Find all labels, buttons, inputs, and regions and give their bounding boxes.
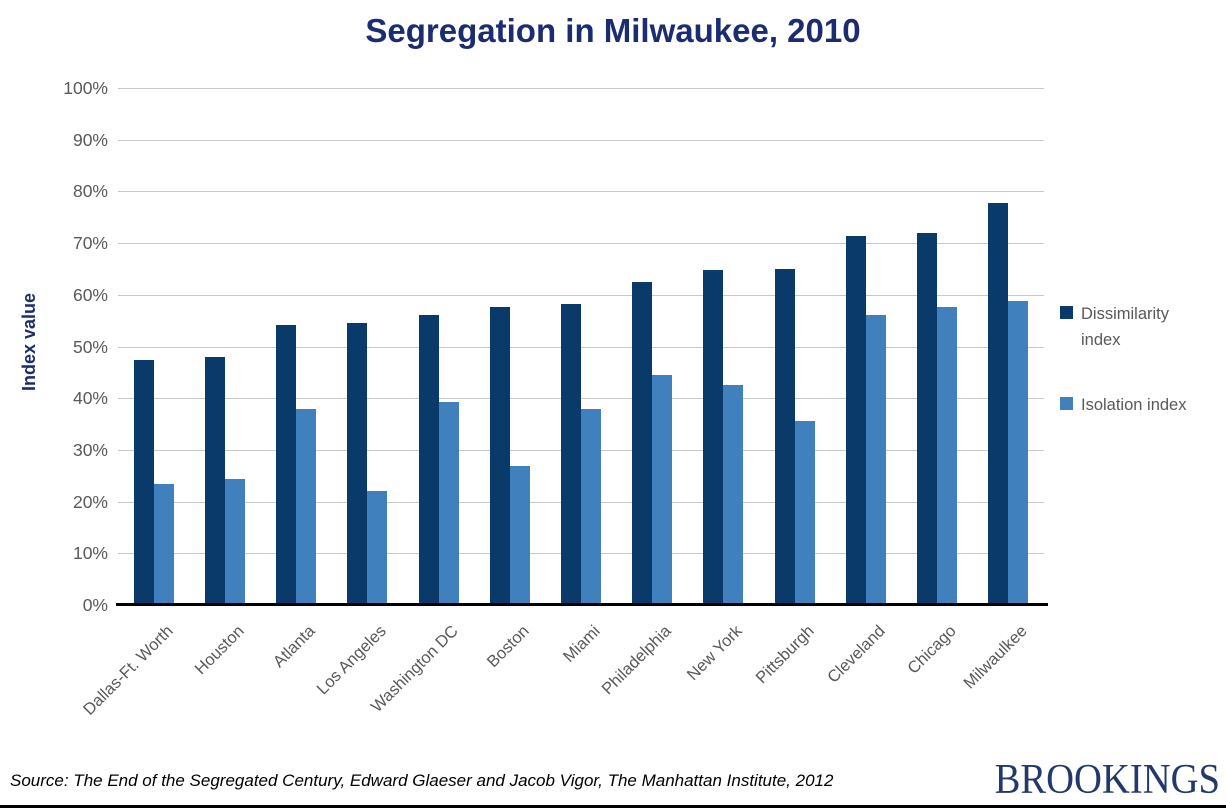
isolation-bar [794,420,815,604]
y-axis-tick-label: 30% [72,440,108,460]
gridline [118,88,1044,89]
dissimilarity-bar [917,232,938,604]
x-axis-line [116,603,1048,606]
plot-area [116,87,1048,606]
x-axis-category-label: Washington DC [367,622,462,717]
y-axis-tick-label: 60% [72,285,108,305]
dissimilarity-bar [703,270,724,604]
gridline [118,191,1044,192]
isolation-bar [296,409,317,604]
y-axis-tick-label: 40% [72,388,108,408]
y-axis-tick-label: 0% [82,595,108,615]
x-axis-category-label: Chicago [904,622,960,678]
brookings-logo: BROOKINGS [994,757,1220,803]
bar-group [474,87,545,604]
x-axis-category-label: Los Angeles [313,622,391,699]
x-axis-category-label: Dallas-Ft. Worth [79,622,177,719]
bar-group [902,87,973,604]
x-axis-category-label: Atlanta [269,622,319,672]
isolation-bar [865,314,886,604]
bar-group [189,87,260,604]
dissimilarity-bar [632,281,653,604]
x-axis-category-label: Houston [191,622,248,679]
bar-group [759,87,830,604]
dissimilarity-bar [133,359,154,604]
y-axis-tick-label: 80% [72,181,108,201]
dissimilarity-bar [276,324,297,604]
bar-group [617,87,688,604]
legend-color-swatch [1060,397,1073,411]
isolation-bar [438,402,459,604]
bar-group [260,87,331,604]
x-axis-category-label: Pittsburgh [752,622,818,688]
y-axis-tick-label: 70% [72,233,108,253]
x-axis-category-label: Cleveland [824,622,889,687]
isolation-bar [581,409,602,604]
legend-item: Isolation index [1060,393,1226,419]
isolation-bar [1008,301,1029,604]
dissimilarity-bar [347,323,368,604]
y-axis-tick-label: 90% [72,130,108,150]
bar-group [118,87,189,604]
dissimilarity-bar [418,314,439,604]
source-note: Source: The End of the Segregated Centur… [10,771,834,790]
bottom-rule [0,805,1226,808]
y-axis-tick-label: 10% [72,543,108,563]
x-axis-category-label: Miami [559,622,604,666]
bar-group [403,87,474,604]
isolation-bar [367,490,388,604]
gridline [118,295,1044,296]
y-axis-tick-label: 50% [72,337,108,357]
isolation-bar [652,374,673,604]
chart-title: Segregation in Milwaukee, 2010 [365,12,861,49]
x-axis-category-label: Philadelphia [598,622,675,699]
gridline [118,243,1044,244]
legend-label: Dissimilarity index [1081,305,1169,349]
dissimilarity-bar [489,307,510,604]
x-axis-category-label: New York [684,622,747,685]
dissimilarity-bar [561,304,582,604]
bar-group [973,87,1044,604]
y-axis-tick-label: 100% [63,78,108,98]
gridline [118,140,1044,141]
x-axis-category-label: Milwaulkee [960,622,1032,693]
bar-group [830,87,901,604]
isolation-bar [509,466,530,604]
bar-group [688,87,759,604]
isolation-bar [153,483,174,604]
legend-item: Dissimilarity index [1060,302,1226,353]
dissimilarity-bar [845,235,866,604]
y-axis-tick-label: 20% [72,492,108,512]
bar-group [545,87,616,604]
isolation-bar [937,307,958,604]
dissimilarity-bar [204,357,225,604]
legend: Dissimilarity index Isolation index [1060,302,1226,419]
bars-layer [118,87,1044,604]
x-axis-category-label: Boston [483,622,533,672]
isolation-bar [723,385,744,604]
legend-label: Isolation index [1081,396,1187,415]
legend-color-swatch [1060,306,1073,319]
bar-group [332,87,403,604]
dissimilarity-bar [774,268,795,604]
dissimilarity-bar [988,203,1009,604]
isolation-bar [224,478,245,604]
